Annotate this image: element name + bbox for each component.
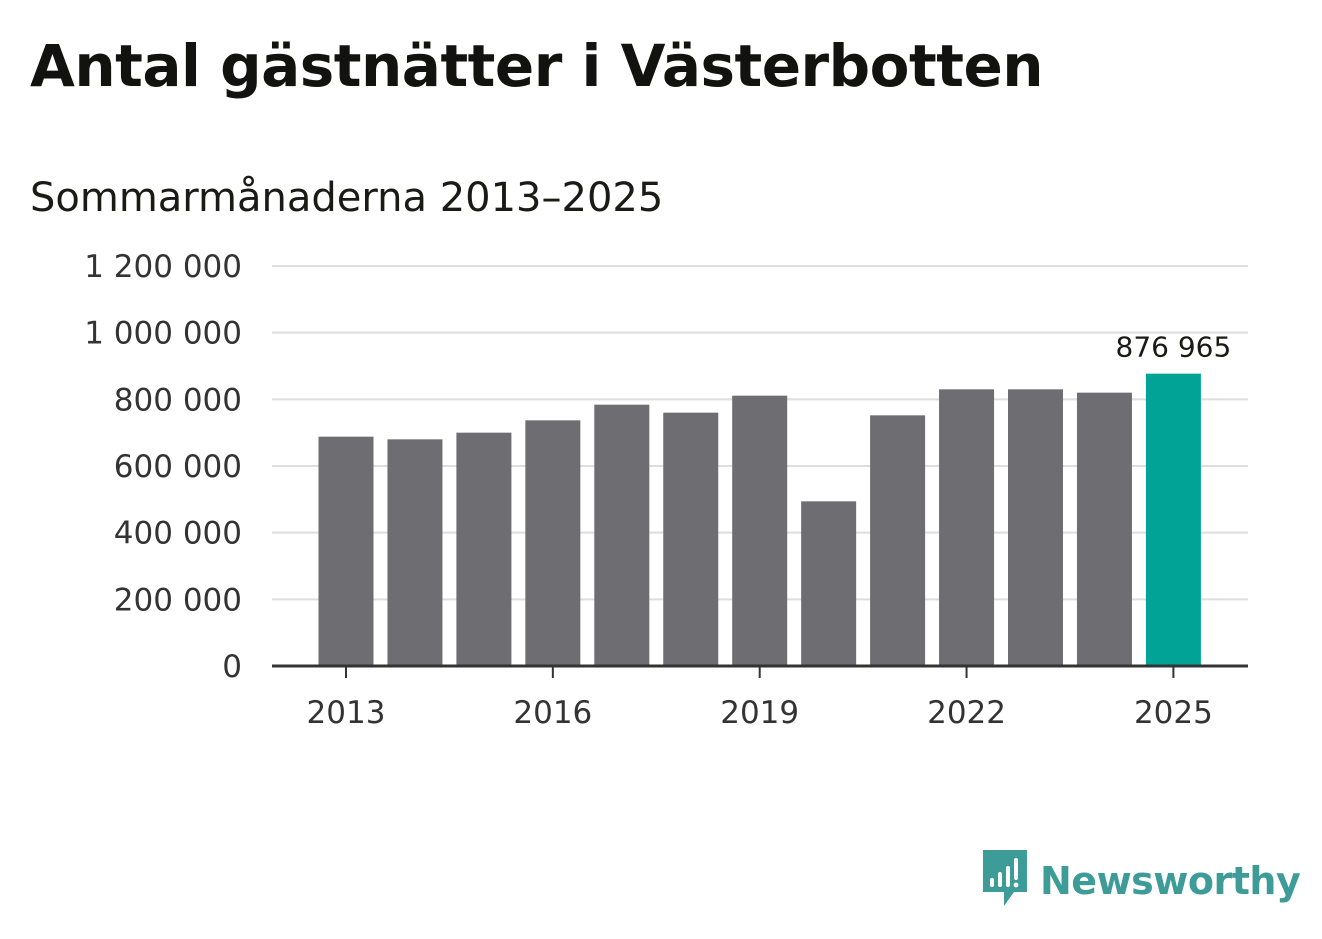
y-tick-label: 400 000 — [114, 516, 242, 552]
data-labels: 876 965 — [1116, 331, 1232, 364]
x-axis-labels: 2013 2016 2019 2022 2025 — [307, 695, 1213, 731]
bar-2015 — [456, 432, 512, 666]
bar-2023 — [1008, 389, 1063, 666]
x-axis — [272, 664, 1248, 678]
data-label: 876 965 — [1116, 331, 1232, 364]
newsworthy-logo-icon — [980, 848, 1030, 914]
bar-2022 — [939, 389, 995, 666]
x-tick-label: 2013 — [307, 695, 386, 731]
y-tick-label: 800 000 — [114, 382, 242, 418]
y-tick-label: 200 000 — [114, 582, 242, 618]
chart-title: Antal gästnätter i Västerbotten — [30, 32, 1044, 100]
y-tick-label: 1 000 000 — [84, 316, 242, 352]
x-tick-label: 2016 — [513, 695, 592, 731]
brand-logo: Newsworthy — [980, 848, 1301, 914]
bar-2020 — [801, 501, 857, 666]
y-tick-label: 1 200 000 — [84, 249, 242, 285]
brand-name: Newsworthy — [1040, 859, 1301, 903]
x-tick-label: 2025 — [1134, 695, 1213, 731]
bar-2024 — [1076, 392, 1132, 666]
x-tick-label: 2022 — [927, 695, 1006, 731]
bar-2014 — [387, 439, 443, 666]
bar-2013 — [318, 436, 374, 666]
y-axis-labels: 0 200 000 400 000 600 000 800 000 1 000 000 1 … — [84, 249, 242, 685]
bar-2021 — [870, 415, 926, 666]
y-tick-label: 600 000 — [114, 449, 242, 485]
bar-2019 — [732, 395, 788, 666]
bar-2018 — [663, 412, 719, 666]
chart-subtitle: Sommarmånaderna 2013–2025 — [30, 175, 664, 221]
bar-2017 — [594, 404, 650, 666]
bar-chart: 0 200 000 400 000 600 000 800 000 1 000 000 1 … — [84, 249, 1248, 731]
bar-2016 — [525, 420, 581, 666]
y-tick-label: 0 — [222, 649, 242, 685]
bar-2025 — [1145, 373, 1201, 666]
x-tick-label: 2019 — [720, 695, 799, 731]
bars — [318, 373, 1201, 666]
